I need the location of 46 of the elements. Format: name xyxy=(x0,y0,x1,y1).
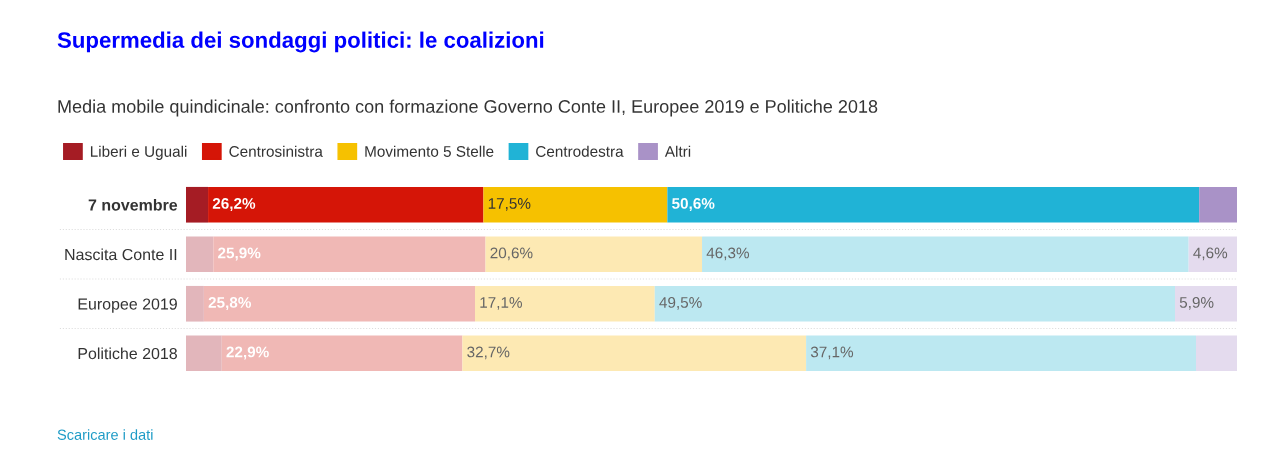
data-label: 17,1% xyxy=(480,297,523,310)
bar xyxy=(462,335,807,372)
bar xyxy=(1174,285,1237,322)
chart-subtitle: Media mobile quindicinale: confronto con formazione Governo Conte II, Europee 2019 e Politiche 2018 xyxy=(58,99,878,117)
bar xyxy=(186,186,209,223)
y-tick-label: Politiche 2018 xyxy=(78,347,177,360)
bar xyxy=(213,236,486,273)
bar xyxy=(1196,335,1237,372)
legend-label: Centrosinistra xyxy=(229,145,323,157)
bar xyxy=(475,285,655,322)
data-label: 49,5% xyxy=(659,297,702,310)
data-label: 25,8% xyxy=(208,297,251,311)
legend-label: Centrodestra xyxy=(536,145,624,157)
data-label: 17,5% xyxy=(488,198,531,211)
data-label: 22,9% xyxy=(226,346,269,360)
bar xyxy=(208,186,484,223)
data-label: 46,3% xyxy=(706,247,750,261)
data-label: 25,9% xyxy=(218,247,261,261)
chart-title: Supermedia dei sondaggi politici: le coalizioni xyxy=(57,31,544,53)
bar xyxy=(806,335,1197,372)
bar xyxy=(483,186,668,223)
legend-label: Altri xyxy=(664,145,691,157)
bar xyxy=(485,236,703,273)
bar xyxy=(221,335,463,372)
bar xyxy=(702,236,1189,273)
bar xyxy=(203,285,476,322)
bar xyxy=(667,186,1200,223)
y-tick-label: Europee 2019 xyxy=(78,298,177,313)
legend-label: Movimento 5 Stelle xyxy=(365,145,494,157)
legend-label: Liberi e Uguali xyxy=(90,145,187,160)
bar xyxy=(1199,186,1237,223)
bar xyxy=(186,236,214,273)
data-label: 26,2% xyxy=(212,198,256,212)
data-label: 37,1% xyxy=(810,346,854,360)
bar xyxy=(186,335,222,372)
bar xyxy=(654,285,1175,322)
bar xyxy=(1188,236,1237,273)
data-label: 20,6% xyxy=(490,247,533,261)
data-label: 50,6% xyxy=(672,198,715,212)
data-label: 5,9% xyxy=(1179,297,1214,310)
data-label: 4,6% xyxy=(1193,247,1228,261)
y-tick-label: 7 novembre xyxy=(88,198,178,211)
text: Scaricare i dati xyxy=(57,429,153,440)
data-label: 32,7% xyxy=(467,346,510,360)
y-tick-label: Nascita Conte II xyxy=(65,248,177,261)
bar xyxy=(186,285,204,322)
